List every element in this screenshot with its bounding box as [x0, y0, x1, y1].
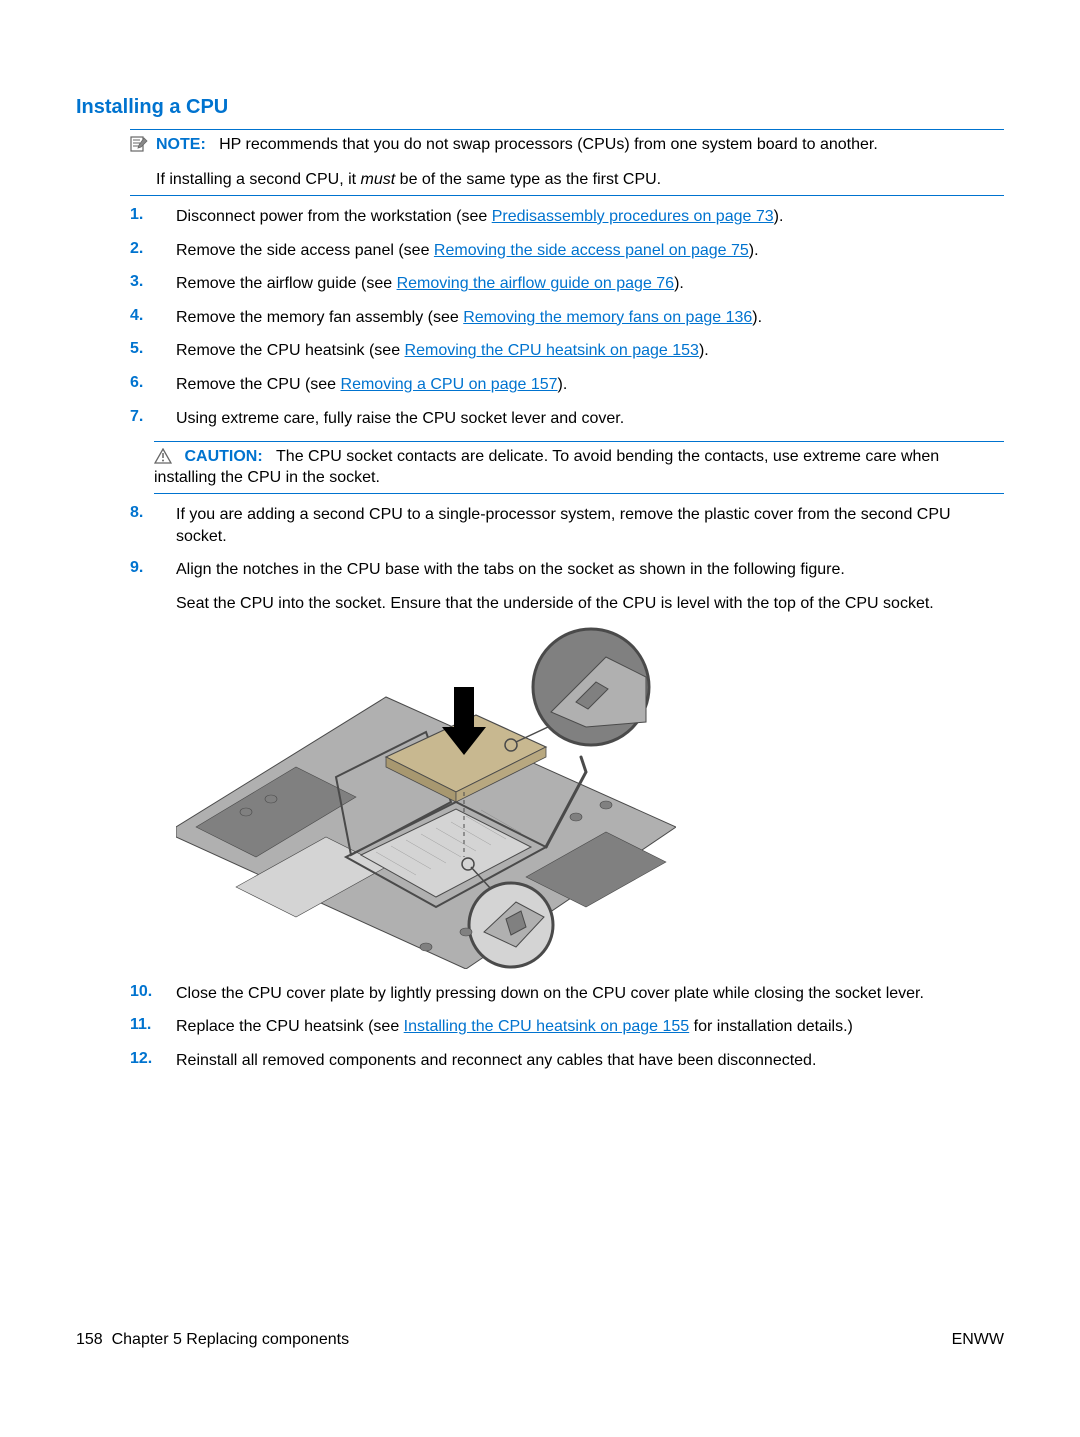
cross-reference-link[interactable]: Predisassembly procedures on page 73 [492, 208, 774, 225]
step-list-2: 8.If you are adding a second CPU to a si… [130, 504, 1004, 614]
note-text: HP recommends that you do not swap proce… [219, 136, 878, 153]
step-body: Align the notches in the CPU base with t… [176, 559, 1004, 614]
list-item: 10.Close the CPU cover plate by lightly … [130, 983, 1004, 1005]
cross-reference-link[interactable]: Removing the memory fans on page 136 [463, 309, 752, 326]
note-subtext: If installing a second CPU, it must be o… [156, 171, 1004, 189]
step-number: 8. [130, 504, 176, 522]
step-body: Remove the CPU (see Removing a CPU on pa… [176, 374, 1004, 396]
section-heading: Installing a CPU [76, 96, 1004, 119]
note-block: NOTE: HP recommends that you do not swap… [130, 129, 1004, 196]
step-body: Remove the memory fan assembly (see Remo… [176, 307, 1004, 329]
step-number: 3. [130, 273, 176, 291]
step-body: Remove the CPU heatsink (see Removing th… [176, 340, 1004, 362]
caution-label: CAUTION: [184, 448, 262, 465]
step-number: 6. [130, 374, 176, 392]
step-number: 2. [130, 240, 176, 258]
note-label: NOTE: [156, 136, 206, 153]
cross-reference-link[interactable]: Removing the airflow guide on page 76 [397, 275, 675, 292]
step-number: 11. [130, 1016, 176, 1034]
cross-reference-link[interactable]: Removing a CPU on page 157 [341, 376, 558, 393]
step-number: 1. [130, 206, 176, 224]
step-list-3: 10.Close the CPU cover plate by lightly … [130, 983, 1004, 1072]
step-list-1: 1.Disconnect power from the workstation … [130, 206, 1004, 429]
step-number: 5. [130, 340, 176, 358]
footer-brand: ENWW [952, 1331, 1004, 1349]
list-item: 5.Remove the CPU heatsink (see Removing … [130, 340, 1004, 362]
footer-page-num: 158 [76, 1331, 103, 1348]
list-item: 8.If you are adding a second CPU to a si… [130, 504, 1004, 547]
cross-reference-link[interactable]: Removing the side access panel on page 7… [434, 242, 749, 259]
note-icon [130, 136, 156, 157]
list-item: 9.Align the notches in the CPU base with… [130, 559, 1004, 614]
list-item: 7.Using extreme care, fully raise the CP… [130, 408, 1004, 430]
list-item: 11.Replace the CPU heatsink (see Install… [130, 1016, 1004, 1038]
caution-text: The CPU socket contacts are delicate. To… [154, 448, 939, 486]
step-number: 10. [130, 983, 176, 1001]
page-footer: 158 Chapter 5 Replacing components ENWW [76, 1331, 1004, 1349]
list-item: 2.Remove the side access panel (see Remo… [130, 240, 1004, 262]
step-body: Disconnect power from the workstation (s… [176, 206, 1004, 228]
caution-block: CAUTION: The CPU socket contacts are del… [154, 441, 1004, 494]
list-item: 4.Remove the memory fan assembly (see Re… [130, 307, 1004, 329]
cpu-install-figure [176, 627, 1004, 969]
step-body: Using extreme care, fully raise the CPU … [176, 408, 1004, 430]
step-body: Close the CPU cover plate by lightly pre… [176, 983, 1004, 1005]
step-body: Replace the CPU heatsink (see Installing… [176, 1016, 1004, 1038]
step-number: 9. [130, 559, 176, 577]
step-number: 4. [130, 307, 176, 325]
list-item: 6.Remove the CPU (see Removing a CPU on … [130, 374, 1004, 396]
step-body: If you are adding a second CPU to a sing… [176, 504, 1004, 547]
cross-reference-link[interactable]: Installing the CPU heatsink on page 155 [404, 1018, 690, 1035]
step-body: Remove the airflow guide (see Removing t… [176, 273, 1004, 295]
step-number: 12. [130, 1050, 176, 1068]
caution-icon [154, 448, 180, 469]
list-item: 12.Reinstall all removed components and … [130, 1050, 1004, 1072]
list-item: 1.Disconnect power from the workstation … [130, 206, 1004, 228]
list-item: 3.Remove the airflow guide (see Removing… [130, 273, 1004, 295]
step-body: Reinstall all removed components and rec… [176, 1050, 1004, 1072]
step-body: Remove the side access panel (see Removi… [176, 240, 1004, 262]
cross-reference-link[interactable]: Removing the CPU heatsink on page 153 [405, 342, 699, 359]
step-number: 7. [130, 408, 176, 426]
footer-chapter: Chapter 5 Replacing components [112, 1331, 349, 1348]
